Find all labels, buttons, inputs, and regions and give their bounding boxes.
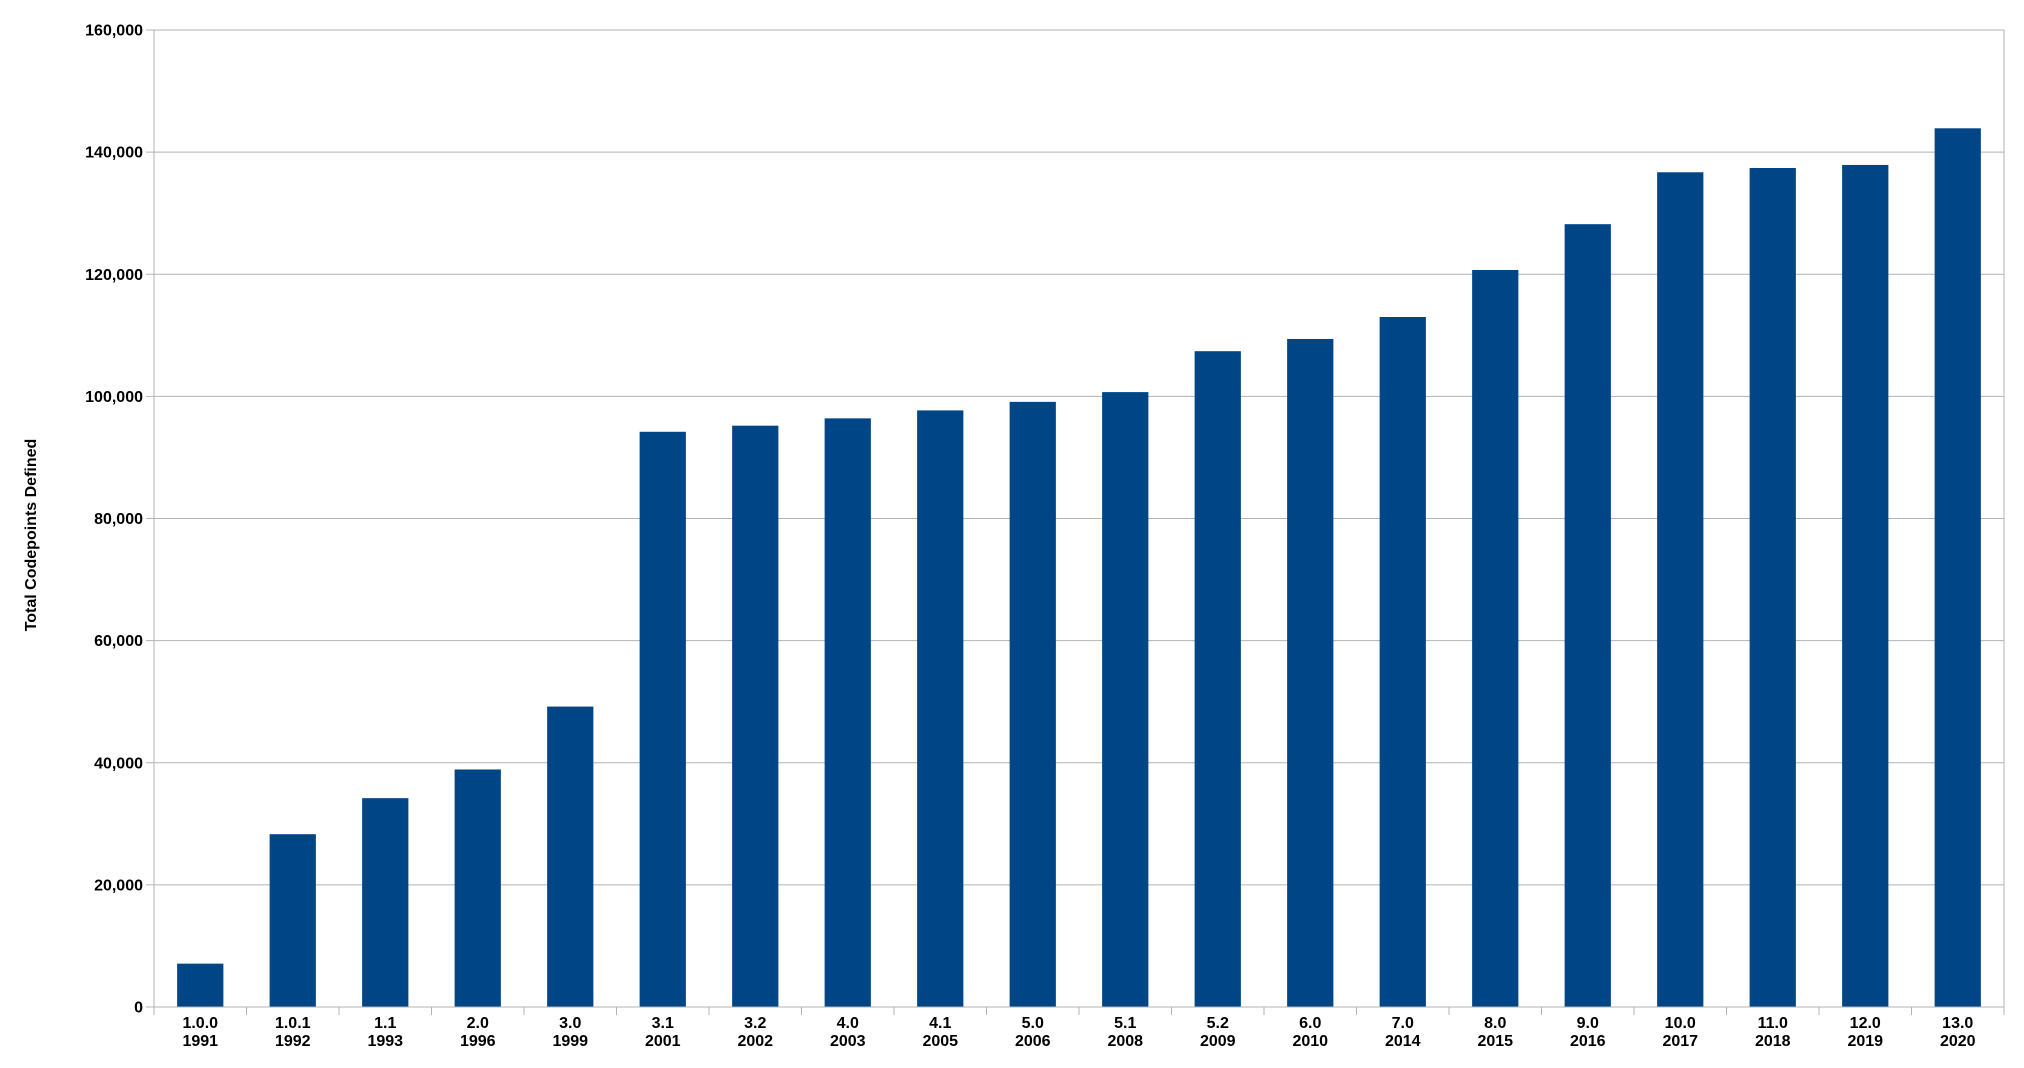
x-tick-version-label: 10.0: [1665, 1015, 1696, 1032]
bar: [1287, 338, 1334, 1007]
x-tick-year-label: 2003: [830, 1033, 866, 1050]
x-tick-version-label: 3.0: [559, 1015, 581, 1032]
x-tick-version-label: 5.2: [1207, 1015, 1229, 1032]
bar: [1657, 172, 1704, 1007]
x-tick-version-label: 7.0: [1392, 1015, 1414, 1032]
x-tick-year-label: 2020: [1940, 1033, 1976, 1050]
bar: [1749, 168, 1796, 1008]
bar: [454, 769, 501, 1007]
x-tick-version-label: 1.1: [374, 1015, 396, 1032]
x-tick-version-label: 9.0: [1577, 1015, 1599, 1032]
y-tick-label: 140,000: [85, 145, 143, 162]
y-tick-labels: 0 20,000 40,000 60,000 80,000 100,000 120,000 1…: [85, 23, 143, 1017]
bar: [824, 418, 871, 1007]
x-tick-version-label: 5.0: [1022, 1015, 1044, 1032]
x-tick-version-label: 1.0.0: [182, 1015, 218, 1032]
bar: [177, 963, 224, 1007]
bar: [732, 425, 779, 1007]
x-tick-version-label: 3.2: [744, 1015, 766, 1032]
y-tick-label: 100,000: [85, 389, 143, 406]
x-tick-version-label: 1.0.1: [275, 1015, 311, 1032]
y-axis-title: Total Codepoints Defined: [23, 439, 40, 632]
y-tick-label: 160,000: [85, 23, 143, 40]
y-tick-label: 20,000: [94, 877, 143, 894]
x-tick-year-label: 2001: [645, 1033, 681, 1050]
x-tick-year-label: 1991: [182, 1033, 218, 1050]
x-tick-year-label: 2014: [1385, 1033, 1421, 1050]
x-tick-year-label: 2016: [1570, 1033, 1606, 1050]
x-tick-year-label: 1999: [552, 1033, 588, 1050]
bar: [269, 834, 316, 1007]
x-tick-year-label: 2010: [1292, 1033, 1328, 1050]
x-tick-year-label: 1993: [367, 1033, 403, 1050]
x-tick-version-label: 4.0: [837, 1015, 859, 1032]
x-tick-version-label: 2.0: [467, 1015, 489, 1032]
gridlines: [146, 29, 2004, 1008]
x-tick-year-label: 2006: [1015, 1033, 1051, 1050]
bar: [1009, 401, 1056, 1008]
bar: [1102, 392, 1149, 1008]
bar: [547, 706, 594, 1007]
bar: [1842, 164, 1889, 1007]
y-tick-label: 120,000: [85, 267, 143, 284]
bar: [917, 410, 964, 1007]
y-tick-label: 0: [134, 1000, 143, 1017]
y-tick-label: 60,000: [94, 633, 143, 650]
axes: [153, 29, 2005, 1015]
bars: [177, 128, 1981, 1008]
x-tick-year-label: 2002: [737, 1033, 773, 1050]
x-tick-year-label: 1992: [275, 1033, 311, 1050]
bar: [1379, 316, 1426, 1007]
y-tick-label: 80,000: [94, 511, 143, 528]
x-tick-version-label: 8.0: [1484, 1015, 1506, 1032]
x-tick-year-label: 2015: [1477, 1033, 1513, 1050]
bar: [639, 431, 686, 1007]
x-tick-year-label: 2005: [922, 1033, 958, 1050]
x-tick-version-label: 4.1: [929, 1015, 951, 1032]
x-tick-version-label: 3.1: [652, 1015, 674, 1032]
bar: [1934, 128, 1981, 1008]
x-tick-year-label: 2009: [1200, 1033, 1236, 1050]
x-tick-year-label: 2018: [1755, 1033, 1791, 1050]
x-tick-version-label: 6.0: [1299, 1015, 1321, 1032]
bar: [1194, 351, 1241, 1008]
x-tick-version-label: 13.0: [1942, 1015, 1973, 1032]
x-tick-year-label: 2019: [1847, 1033, 1883, 1050]
x-tick-version-label: 11.0: [1758, 1015, 1788, 1032]
x-tick-version-label: 5.1: [1114, 1015, 1136, 1032]
bar: [1564, 224, 1611, 1007]
bar: [362, 798, 409, 1007]
x-tick-year-label: 1996: [460, 1033, 496, 1050]
x-tick-year-label: 2008: [1107, 1033, 1143, 1050]
x-tick-year-label: 2017: [1662, 1033, 1698, 1050]
y-tick-label: 40,000: [94, 755, 143, 772]
x-tick-version-label: 12.0: [1850, 1015, 1881, 1032]
bar: [1472, 269, 1519, 1008]
